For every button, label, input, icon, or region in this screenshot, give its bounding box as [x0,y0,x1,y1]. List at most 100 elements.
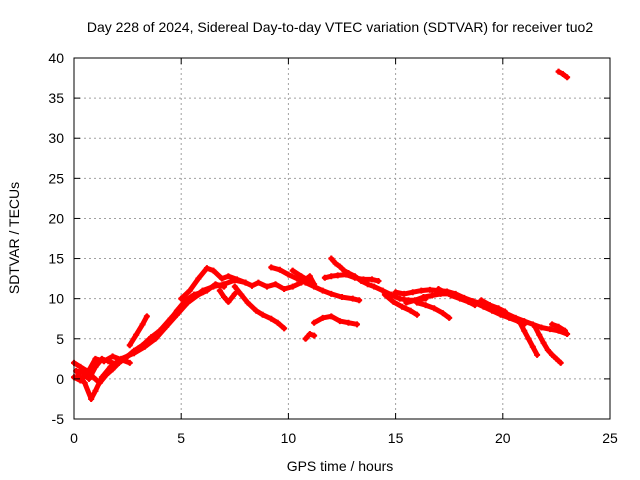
data-point [358,278,365,285]
data-point [203,265,210,272]
series-arc-5 [126,313,150,349]
data-point [392,289,399,296]
series-arc-16 [392,286,571,337]
data-point [356,297,363,304]
series-arc-11 [302,330,318,342]
data-point [244,299,251,306]
data-point [109,353,116,360]
data-series [71,68,571,402]
data-point [274,319,281,326]
data-point [388,291,395,298]
y-tick-label: 15 [48,251,64,267]
data-point [465,298,472,305]
data-point [371,283,378,290]
data-point [448,292,455,299]
data-point [276,266,283,273]
data-point [98,374,105,381]
data-point [83,371,90,378]
data-point [349,295,356,302]
data-point [178,295,185,302]
series-arc-2 [75,281,228,402]
data-point [302,335,309,342]
data-point [555,323,562,330]
data-point [446,314,453,321]
y-tick-label: 35 [48,90,64,106]
data-point [339,294,345,301]
data-point [173,307,180,314]
data-point [79,369,86,376]
data-point [334,272,341,279]
data-point [435,286,442,293]
x-tick-label: 15 [388,430,404,446]
series-arc-3 [73,289,206,382]
data-point [422,302,429,309]
data-point [225,298,232,305]
data-point [497,311,504,318]
data-point [426,286,433,293]
data-point [216,287,223,294]
data-point [231,290,238,297]
data-point [107,363,114,370]
data-point [564,74,571,81]
data-point [81,379,88,386]
data-point [133,331,140,338]
data-point [231,283,238,290]
data-point [212,281,219,288]
data-point [92,355,99,362]
data-point [553,355,560,362]
data-point [263,283,270,290]
data-point [536,331,543,338]
data-point [328,273,335,280]
series-arc-15 [381,291,421,318]
data-point [268,264,275,271]
series-trail [127,313,150,348]
y-axis-label: SDTVAR / TECUs [6,182,22,294]
data-point [375,278,382,285]
data-point [255,279,262,286]
data-point [336,318,343,325]
data-point [441,289,448,296]
data-point [233,276,240,283]
data-point [156,327,163,334]
data-point [113,361,120,368]
data-point [242,279,249,286]
data-point [390,298,397,305]
series-trail [75,281,227,402]
data-point [328,255,335,262]
data-point [319,287,326,294]
series-arc-8 [216,287,238,305]
data-point [369,276,376,283]
data-point [306,330,313,337]
series-arc-20 [478,297,508,315]
data-point [396,295,403,302]
data-point [544,347,551,354]
data-point [253,307,260,314]
data-point [88,395,95,402]
series-arc-23 [549,321,568,334]
data-point [456,295,463,302]
data-point [293,275,300,282]
data-point [221,283,228,290]
data-point [534,351,541,358]
series-arc-18 [414,299,453,321]
series-arc-19 [435,286,478,309]
data-point [439,310,446,317]
data-point [478,297,485,304]
data-point [289,267,296,274]
y-axis-ticks: -5 0 5 10 15 20 25 30 35 40 [48,50,610,427]
data-point [557,359,564,366]
data-point [489,307,496,314]
data-point [77,377,84,384]
data-point [401,290,408,297]
series-trail [217,288,238,305]
series-arc-12 [311,313,361,328]
data-point [516,319,523,326]
data-point [525,335,532,342]
x-tick-label: 10 [281,430,297,446]
series-trail [478,297,508,314]
data-point [319,314,326,321]
x-tick-label: 25 [602,430,618,446]
data-point [281,286,288,293]
data-point [399,303,406,310]
data-point [364,281,371,288]
